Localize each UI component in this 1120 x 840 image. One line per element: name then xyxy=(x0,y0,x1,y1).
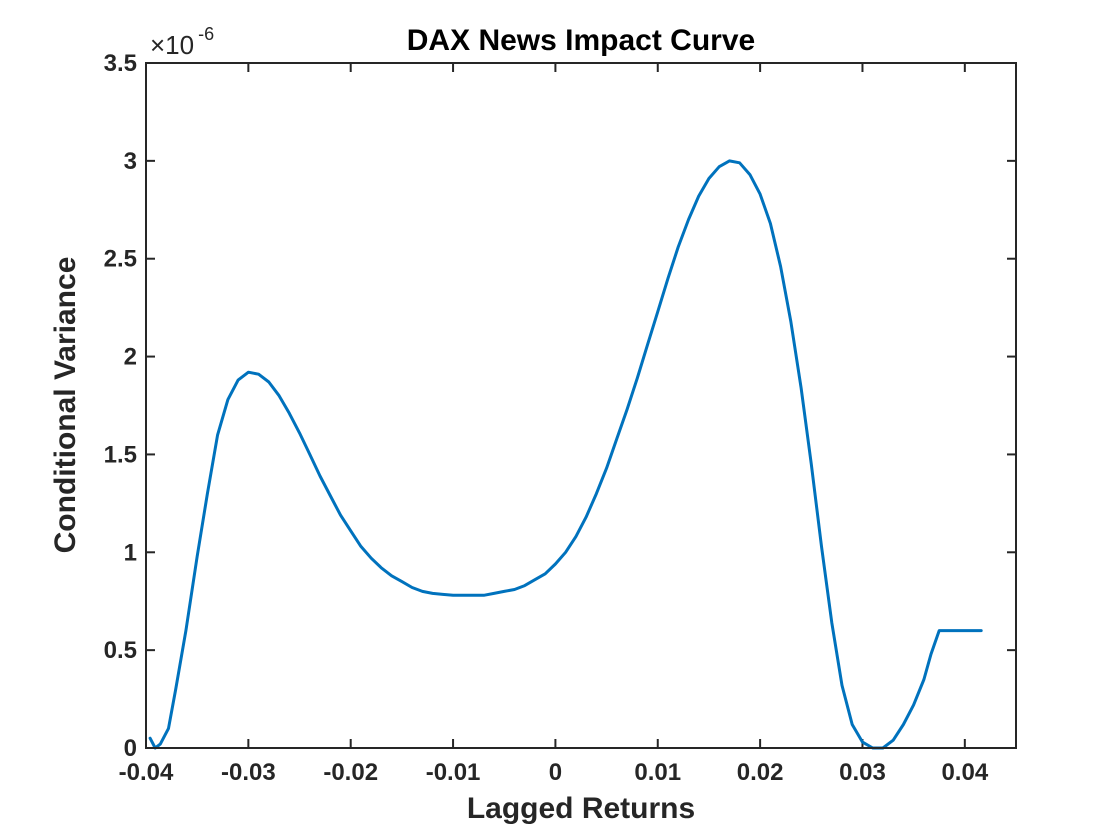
x-tick-label: 0.01 xyxy=(634,759,681,786)
axis-ticks xyxy=(145,62,1016,749)
y-tick-label: 3 xyxy=(124,148,137,175)
x-tick-label: 0.02 xyxy=(737,759,784,786)
y-tick-label: 0 xyxy=(124,735,137,762)
y-tick-label: 2 xyxy=(124,344,137,371)
x-tick-label: 0.04 xyxy=(941,759,988,786)
y-tick-label: 2.5 xyxy=(104,246,137,273)
plot-frame xyxy=(145,62,1017,749)
x-axis-label: Lagged Returns xyxy=(467,792,695,825)
x-tick-label: -0.04 xyxy=(119,759,174,786)
y-axis-label: Conditional Variance xyxy=(49,257,82,554)
x-tick-label: -0.03 xyxy=(221,759,276,786)
y-multiplier-base: ×10 xyxy=(150,30,194,60)
y-tick-label: 0.5 xyxy=(104,637,137,664)
y-tick-label: 1 xyxy=(124,539,137,566)
y-tick-label: 1.5 xyxy=(104,441,137,468)
y-tick-label: 3.5 xyxy=(104,50,137,77)
x-tick-label: -0.02 xyxy=(323,759,378,786)
x-tick-label: 0.03 xyxy=(839,759,886,786)
x-tick-label: -0.01 xyxy=(426,759,481,786)
y-multiplier: ×10 -6 xyxy=(150,24,214,60)
x-tick-label: 0 xyxy=(549,759,562,786)
chart-title: DAX News Impact Curve xyxy=(407,24,755,57)
tick-labels: -0.04 -0.03 -0.02 -0.01 0 0.01 0.02 0.03 0.04 0 0.… xyxy=(104,50,989,786)
plot-area xyxy=(146,63,1016,748)
y-multiplier-exponent: -6 xyxy=(198,24,214,44)
series-line xyxy=(148,159,983,750)
